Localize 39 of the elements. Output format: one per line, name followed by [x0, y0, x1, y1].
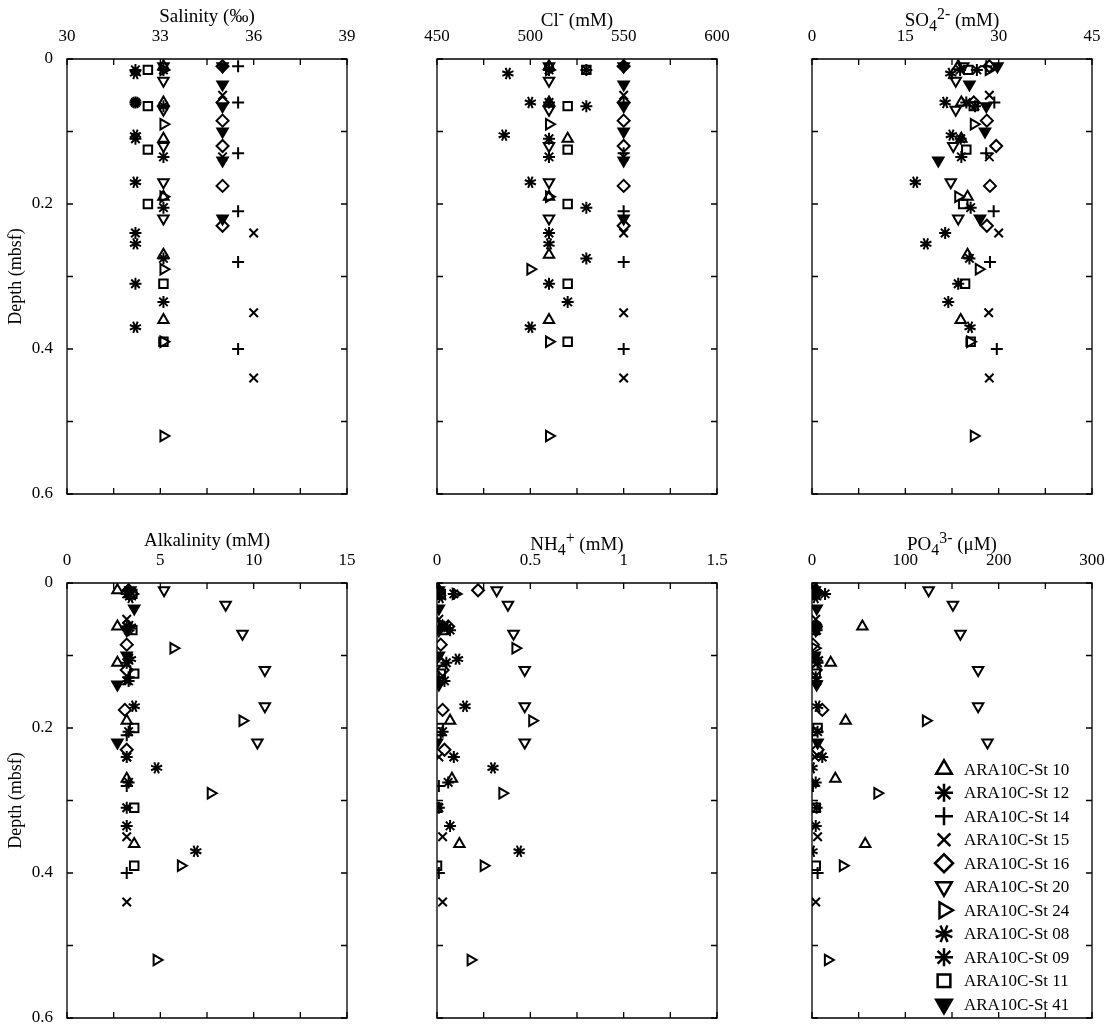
x-tick-label: 0 [62, 550, 72, 570]
x-tick-label: 45 [1083, 26, 1101, 46]
legend-label: ARA10C-St 08 [964, 924, 1070, 944]
y-axis-title: Depth (mbsf) [4, 228, 26, 325]
x-tick-label: 33 [151, 26, 169, 46]
y-tick-label: 0 [44, 48, 53, 68]
x-axis-title: Alkalinity (mM) [142, 529, 272, 551]
legend-label: ARA10C-St 41 [964, 994, 1070, 1014]
legend-label: ARA10C-St 12 [964, 783, 1070, 803]
legend-label: ARA10C-St 15 [964, 830, 1070, 850]
y-tick-label: 0.2 [31, 717, 53, 737]
x-tick-label: 15 [338, 550, 356, 570]
x-tick-label: 0 [807, 550, 817, 570]
legend-label: ARA10C-St 20 [964, 877, 1070, 897]
y-tick-label: 0.4 [31, 862, 54, 882]
x-tick-label: 36 [245, 26, 263, 46]
y-tick-label: 0.6 [31, 483, 53, 503]
x-tick-label: 10 [245, 550, 263, 570]
x-tick-label: 5 [156, 550, 165, 570]
y-tick-label: 0 [44, 572, 53, 592]
x-tick-label: 300 [1079, 550, 1105, 570]
legend-label: ARA10C-St 24 [964, 900, 1070, 920]
x-tick-label: 0 [807, 26, 817, 46]
x-tick-label: 30 [58, 26, 76, 46]
x-tick-label: 39 [338, 26, 356, 46]
x-tick-label: 450 [424, 26, 450, 46]
legend-label: ARA10C-St 09 [964, 947, 1070, 967]
x-tick-label: 600 [704, 26, 730, 46]
x-tick-label: 1.5 [706, 550, 728, 570]
y-tick-label: 0.4 [31, 338, 54, 358]
legend-label: ARA10C-St 11 [964, 971, 1069, 991]
y-tick-label: 0.2 [31, 193, 53, 213]
legend-label: ARA10C-St 14 [964, 806, 1070, 826]
x-tick-label: 0 [432, 550, 442, 570]
legend-label: ARA10C-St 10 [964, 759, 1070, 779]
legend-label: ARA10C-St 16 [964, 853, 1070, 873]
y-axis-title: Depth (mbsf) [4, 752, 26, 849]
x-axis-title: Salinity (‰) [158, 5, 256, 27]
y-tick-label: 0.6 [31, 1007, 53, 1026]
